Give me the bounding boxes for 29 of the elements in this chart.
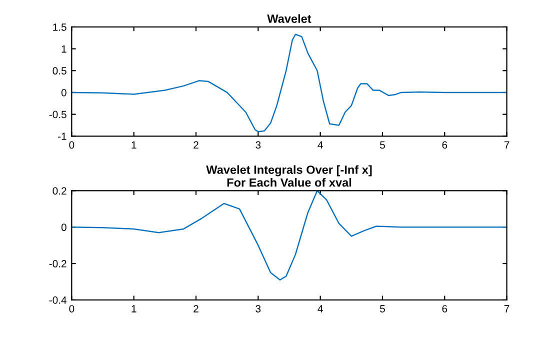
x-tick-label: 4	[318, 305, 323, 312]
y-tick-label: -0.5	[49, 110, 66, 118]
x-tick-label: 2	[194, 141, 198, 149]
x-tick-label: 5	[380, 305, 385, 312]
x-tick-label: 7	[504, 141, 510, 149]
y-tick-label: -1	[58, 132, 66, 140]
x-tick-label: 7	[504, 305, 510, 312]
x-tick-label: 3	[256, 141, 261, 149]
x-tick-label: 6	[442, 141, 448, 149]
y-tick-label: -0.4	[49, 296, 67, 304]
x-tick-label: 0	[69, 141, 74, 149]
x-tick-label: 6	[442, 305, 448, 312]
x-tick-label: 2	[194, 305, 198, 312]
y-tick-label: 0.2	[52, 187, 66, 195]
y-tick-label: 1	[62, 45, 66, 53]
y-tick-label: 1.5	[53, 24, 66, 31]
x-tick-label: 0	[69, 305, 74, 312]
x-tick-label: 1	[132, 141, 136, 149]
y-tick-label: 0	[61, 224, 66, 232]
chart-title: Wavelet Integrals Over [-Inf x] For Each Value of xval	[206, 165, 372, 187]
y-tick-label: 0.5	[52, 67, 66, 75]
x-tick-label: 5	[380, 141, 385, 149]
y-tick-label: -0.2	[49, 260, 66, 268]
x-tick-label: 4	[318, 141, 323, 149]
chart-title: Wavelet	[267, 14, 312, 23]
x-tick-label: 1	[132, 305, 136, 312]
line-series	[72, 34, 507, 132]
x-tick-label: 3	[256, 305, 261, 312]
y-tick-label: 0	[61, 88, 66, 96]
